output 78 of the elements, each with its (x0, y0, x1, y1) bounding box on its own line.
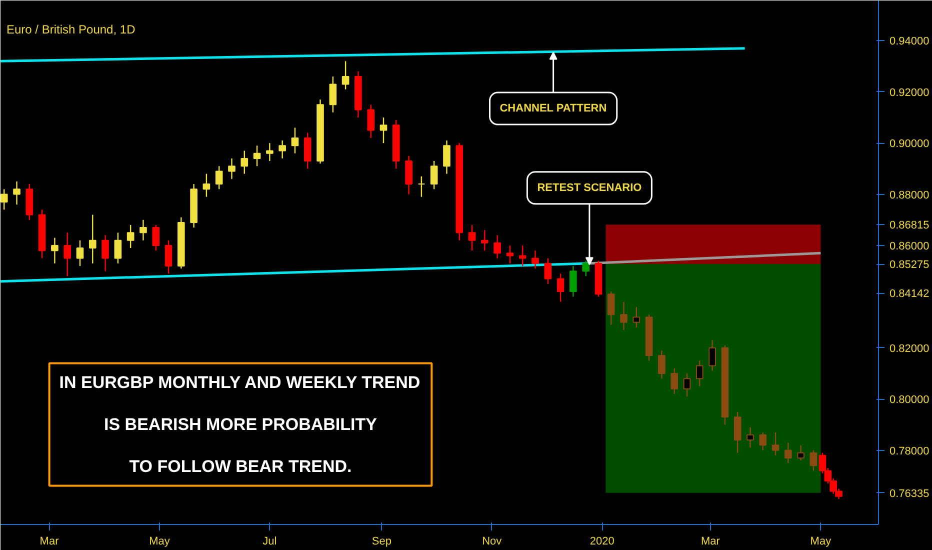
candlestick (430, 160, 438, 190)
candlestick (114, 232, 122, 264)
x-tick-label: Jul (262, 536, 277, 548)
candlestick (734, 411, 742, 454)
candlestick (696, 360, 704, 387)
candlestick (797, 444, 804, 462)
candlestick (215, 166, 223, 190)
candlestick (291, 127, 299, 154)
candlestick (380, 116, 388, 144)
candlestick (468, 224, 476, 252)
candlestick (405, 155, 412, 195)
candlestick (570, 265, 577, 298)
candlestick (278, 140, 286, 160)
candlestick (759, 432, 767, 451)
candlestick (253, 145, 261, 167)
candlestick (784, 442, 792, 464)
candlestick (102, 234, 109, 272)
candlestick (620, 301, 628, 331)
text: Euro / British Pound, 1D (6, 22, 136, 36)
candlestick (126, 224, 134, 249)
candlestick (418, 176, 426, 198)
candlestick (266, 142, 274, 162)
y-tick-label: 0.84142 (890, 288, 930, 300)
candlestick (88, 214, 96, 264)
x-tick-label: Mar (40, 536, 60, 548)
candlestick (532, 250, 539, 270)
y-tick-label: 0.94000 (890, 36, 930, 48)
x-tick-label: 2020 (590, 536, 614, 548)
y-tick-label: 0.78000 (890, 445, 930, 458)
y-tick-label: 0.88000 (890, 189, 930, 202)
candlestick (481, 230, 488, 252)
candlestick (670, 368, 678, 395)
x-tick-label: Sep (372, 536, 392, 548)
candlestick (544, 258, 552, 284)
x-tick-label: Nov (482, 536, 502, 548)
candlestick (51, 237, 58, 264)
candlestick (746, 426, 754, 448)
x-tick-label: May (149, 536, 170, 548)
candlestick (607, 290, 615, 326)
candlestick (304, 132, 312, 170)
candlestick (329, 76, 337, 113)
annotation: CHANNEL PATTERN (500, 102, 607, 115)
candlestick (140, 219, 147, 241)
x-tick-label: May (810, 536, 832, 548)
candlestick (518, 244, 526, 267)
annotation: RETEST SCENARIO (537, 182, 642, 194)
candlestick (708, 340, 716, 372)
text: IN EURGBP MONTHLY AND WEEKLY TREND IS BEARISH MORE PROBABILITY TO FOLLOW BEAR TREND. (59, 373, 420, 476)
candlestick (64, 232, 72, 277)
y-tick-label: 0.76335 (890, 488, 930, 500)
candlestick (202, 173, 210, 198)
y-tick-label: 0.82000 (890, 342, 930, 355)
y-tick-label: 0.85275 (890, 259, 930, 272)
candlestick (164, 240, 172, 274)
candlestick (506, 244, 514, 264)
y-tick-label: 0.92000 (890, 86, 930, 99)
candlestick (658, 350, 666, 380)
candlestick (632, 306, 640, 328)
candlestick (367, 104, 375, 139)
candlestick (76, 240, 84, 267)
candlestick (0, 188, 8, 210)
x-tick-label: Mar (701, 536, 720, 548)
candlestick (13, 180, 20, 206)
candlestick (228, 158, 236, 180)
candlestick (494, 234, 501, 259)
candlestick (810, 450, 818, 472)
candlestick (582, 260, 590, 277)
y-tick-label: 0.86000 (890, 240, 930, 252)
y-tick-label: 0.80000 (890, 394, 930, 406)
y-tick-label: 0.90000 (890, 138, 930, 150)
candlestick (342, 60, 350, 90)
y-tick-label: 0.86815 (890, 220, 930, 232)
candlestick (683, 372, 691, 398)
candlestick (443, 140, 450, 174)
candlestick (556, 273, 564, 302)
candlestick (772, 432, 780, 456)
candlestick (240, 150, 248, 174)
candlestick (152, 224, 160, 252)
